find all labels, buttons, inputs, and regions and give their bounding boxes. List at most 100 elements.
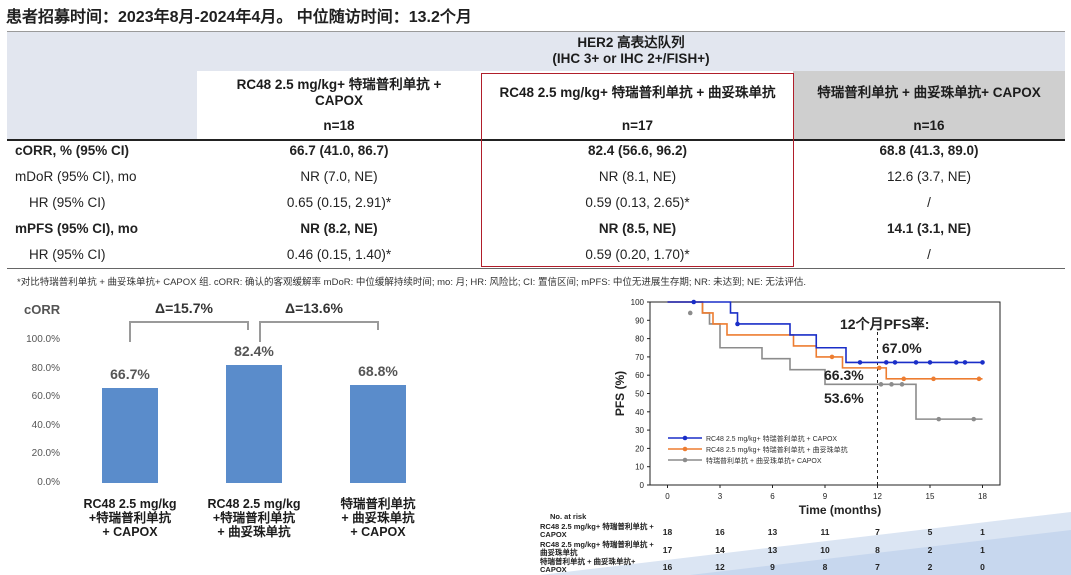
row-label-mpfs: mPFS (95% CI), mo — [15, 221, 139, 236]
risk-value: 5 — [927, 527, 933, 537]
km-censor-mark — [901, 376, 907, 382]
row-label-hr-pfs: HR (95% CI) — [29, 247, 106, 262]
risk-value: 8 — [875, 545, 880, 555]
km-y-tick-label: 10 — [635, 463, 644, 472]
km-y-tick-label: 100 — [631, 298, 645, 307]
column-n-3: n=16 — [913, 118, 945, 133]
corr-bar-chart: cORR 0.0% 20.0% 40.0% 60.0% 80.0% 100.0% 66.7… — [20, 300, 460, 575]
km-y-tick-label: 80 — [635, 335, 644, 344]
cell-mdor-3: 12.6 (3.7, NE) — [886, 169, 972, 184]
risk-value: 14 — [715, 545, 725, 555]
table-bottom-rule — [7, 268, 1065, 269]
km-censor-mark — [691, 299, 697, 305]
km-rate-label: 53.6% — [824, 390, 864, 406]
km-y-tick-label: 50 — [635, 390, 644, 399]
km-title: 12个月PFS率: — [840, 316, 930, 332]
pfs-km-chart: 0 10 20 30 40 50 60 70 80 90 100 0 3 6 9 12 15 18 Time (mo… — [600, 292, 1040, 522]
risk-value: 1 — [980, 527, 985, 537]
cell-mpfs-2: NR (8.5, NE) — [598, 221, 677, 236]
km-legend-label: RC48 2.5 mg/kg+ 特瑞普利单抗 + CAPOX — [706, 434, 837, 443]
risk-value: 7 — [875, 527, 880, 537]
delta-label: Δ=13.6% — [285, 300, 343, 316]
cell-hr-dor-1: 0.65 (0.15, 2.91)* — [286, 195, 392, 210]
km-x-tick-label: 0 — [665, 492, 670, 501]
km-censor-mark — [899, 382, 905, 387]
risk-value: 13 — [767, 545, 778, 555]
table-top-rule — [7, 31, 1065, 32]
risk-value: 1 — [980, 545, 985, 555]
delta-bracket — [129, 321, 249, 342]
km-legend-label: 特瑞普利单抗 + 曲妥珠单抗+ CAPOX — [706, 456, 822, 465]
corr-bar — [350, 384, 406, 483]
column-header-2: RC48 2.5 mg/kg+ 特瑞普利单抗 + 曲妥珠单抗 — [499, 85, 776, 100]
cell-mpfs-1: NR (8.2, NE) — [300, 221, 378, 236]
cell-hr-dor-3: / — [927, 195, 931, 210]
km-censor-mark — [962, 360, 968, 365]
cell-mpfs-3: 14.1 (3.1, NE) — [886, 221, 972, 236]
risk-value: 18 — [662, 527, 673, 537]
bar-y-tick: 80.0% — [31, 362, 60, 374]
km-y-tick-label: 40 — [635, 408, 644, 417]
km-censor-mark — [687, 310, 693, 316]
km-censor-mark — [892, 360, 898, 365]
risk-value: 12 — [715, 562, 725, 572]
km-x-tick-label: 18 — [978, 492, 987, 501]
risk-row-label: RC48 2.5 mg/kg+ 特瑞普利单抗 + CAPOX — [540, 522, 654, 539]
cell-mdor-2: NR (8.1, NE) — [598, 169, 677, 184]
risk-row-label: 特瑞普利单抗 + 曲妥珠单抗+ CAPOX — [540, 557, 636, 574]
km-x-tick-label: 3 — [718, 492, 723, 501]
km-curve — [667, 301, 983, 364]
km-x-axis-label: Time (months) — [799, 503, 881, 517]
km-y-tick-label: 90 — [635, 316, 644, 325]
cell-mdor-1: NR (7.0, NE) — [300, 169, 378, 184]
corr-bar — [102, 387, 158, 483]
km-censor-mark — [936, 416, 942, 422]
table-header-gray — [793, 71, 1065, 139]
corr-bar — [226, 365, 282, 483]
km-y-axis-label: PFS (%) — [613, 371, 627, 416]
km-plot: 0 10 20 30 40 50 60 70 80 90 100 0 3 6 9 12 15 18 Time (mo… — [613, 298, 1001, 517]
cell-corr-1: 66.7 (41.0, 86.7) — [289, 143, 389, 158]
cell-corr-2: 82.4 (56.6, 96.2) — [587, 143, 688, 158]
km-y-tick-label: 70 — [635, 353, 644, 362]
delta-brackets — [129, 321, 379, 342]
risk-value: 8 — [822, 562, 828, 572]
table-header-rule — [7, 139, 1065, 141]
delta-bracket — [259, 321, 379, 342]
risk-table: No. at risk RC48 2.5 mg/kg+ 特瑞普利单抗 + CAP… — [540, 512, 1071, 575]
km-legend-label: RC48 2.5 mg/kg+ 特瑞普利单抗 + 曲妥珠单抗 — [706, 445, 848, 454]
risk-value: 0 — [980, 562, 985, 572]
km-legend-marker — [682, 446, 688, 452]
delta-label: Δ=15.7% — [155, 300, 213, 316]
km-censor-mark — [883, 360, 889, 365]
bar-value-label: 66.7% — [110, 365, 150, 382]
column-n-2: n=17 — [621, 118, 654, 133]
bar-value-label: 82.4% — [234, 343, 274, 360]
page-headline: 患者招募时间：2023年8月-2024年4月。 中位随访时间：13.2个月 — [6, 9, 472, 26]
column-header-1: RC48 2.5 mg/kg+ 特瑞普利单抗 + CAPOX — [197, 77, 481, 109]
column-header-3: 特瑞普利单抗 + 曲妥珠单抗+ CAPOX — [817, 85, 1041, 100]
cell-corr-3: 68.8 (41.3, 89.0) — [879, 143, 979, 158]
km-censor-mark — [878, 382, 884, 387]
bar-value-label: 68.8% — [358, 362, 398, 379]
bar-y-tick: 100.0% — [26, 334, 60, 345]
column-n-1: n=18 — [323, 118, 355, 133]
risk-value: 2 — [927, 562, 933, 572]
bar-y-tick: 40.0% — [31, 419, 60, 431]
risk-table-title: No. at risk — [550, 512, 587, 521]
risk-value: 17 — [662, 545, 673, 555]
footnote: *对比特瑞普利单抗 + 曲妥珠单抗+ CAPOX 组. cORR: 确认的客观缓… — [17, 277, 807, 288]
risk-value: 16 — [715, 527, 725, 537]
row-label-hr-dor: HR (95% CI) — [29, 195, 106, 210]
km-y-tick-label: 20 — [635, 444, 644, 453]
km-rate-label: 66.3% — [824, 367, 864, 383]
km-censor-mark — [953, 360, 959, 365]
row-label-corr: cORR, % (95% CI) — [15, 143, 130, 158]
risk-value: 16 — [662, 562, 673, 572]
km-censor-mark — [889, 382, 894, 387]
risk-value: 13 — [767, 527, 778, 537]
km-censor-mark — [913, 360, 919, 365]
km-censor-mark — [829, 354, 835, 360]
risk-value: 9 — [770, 562, 775, 572]
cell-hr-pfs-1: 0.46 (0.15, 1.40)* — [286, 247, 392, 262]
